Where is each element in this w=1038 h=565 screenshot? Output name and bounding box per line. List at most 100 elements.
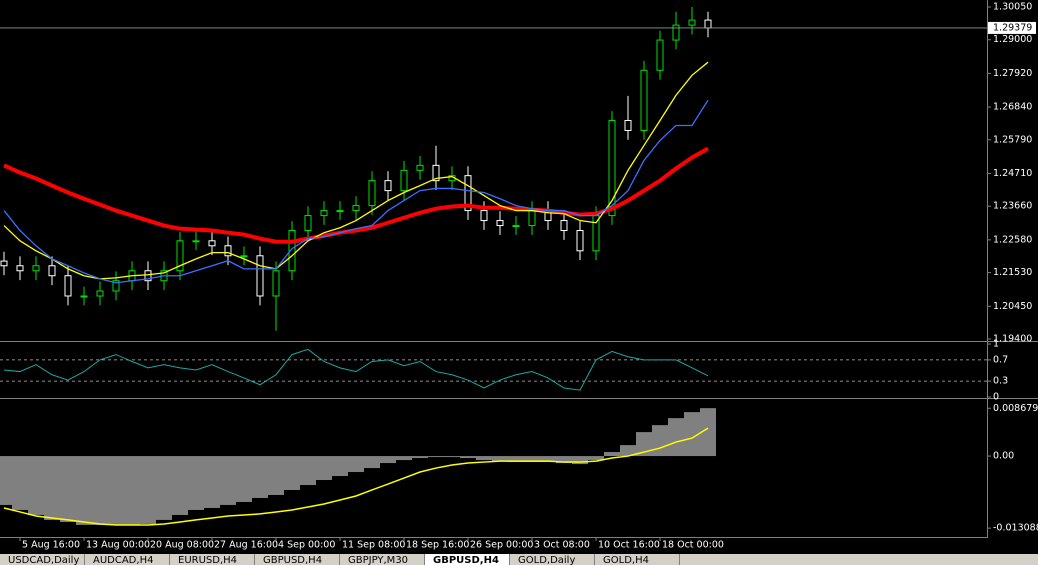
chart-tab[interactable]: AUDCAD,H4 [85, 554, 170, 565]
candle-body [432, 164, 440, 182]
candle-body [384, 180, 392, 192]
histogram-bar [204, 456, 220, 508]
histogram-bar [364, 456, 380, 469]
histogram-bar [476, 456, 492, 461]
candle-body [208, 240, 216, 247]
histogram-bar [572, 456, 588, 465]
candle-body [560, 220, 568, 232]
candle-body [528, 210, 536, 227]
histogram-bar [268, 456, 284, 495]
y-tick-label: 0.3 [993, 376, 1008, 387]
candle-body [624, 119, 632, 131]
candle-body [288, 230, 296, 272]
candle-body [192, 240, 200, 243]
candle-body [352, 205, 360, 212]
x-tick-label: 20 Aug 08:00 [150, 540, 214, 551]
chart-tab[interactable]: GBPUSD,H4 [255, 554, 340, 565]
candle-body [608, 119, 616, 217]
candle-body [32, 265, 40, 272]
candle-body [656, 39, 664, 71]
candle-body [688, 19, 696, 26]
candle-body [64, 275, 72, 297]
histogram-bar [540, 456, 556, 463]
candle-body [672, 24, 680, 41]
histogram-bar [620, 445, 636, 457]
y-tick-label: 0.008679 [993, 403, 1038, 414]
y-tick-label: 1.26840 [993, 102, 1032, 113]
chart-tab[interactable]: EURUSD,H4 [170, 554, 255, 565]
candle-body [16, 265, 24, 272]
y-tick-label: 1.21530 [993, 267, 1032, 278]
x-tick-label: 5 Aug 16:00 [22, 540, 80, 551]
candle-body [640, 69, 648, 131]
histogram-bar [140, 456, 156, 524]
histogram-bar [652, 425, 668, 457]
candle-body [144, 270, 152, 282]
candle-body [480, 210, 488, 222]
y-tick-label: 1.20450 [993, 301, 1032, 312]
y-tick-label: 1.24710 [993, 168, 1032, 179]
histogram-bar [348, 456, 364, 473]
histogram-bar [396, 456, 412, 461]
candle-body [96, 290, 104, 297]
y-tick-label: 1 [993, 339, 999, 350]
candle-body [704, 19, 712, 29]
candle-body [320, 210, 328, 217]
moving-average [3, 146, 709, 244]
candle-body [416, 164, 424, 171]
last-price-label: 1.29379 [993, 22, 1032, 33]
histogram-bar [332, 456, 348, 477]
candle-body [336, 210, 344, 213]
histogram-bar [588, 456, 604, 461]
histogram-bar [524, 456, 540, 463]
y-tick-label: 1.29000 [993, 34, 1032, 45]
chart-tab[interactable]: GBPUSD,H4 [425, 554, 510, 565]
histogram-bar [460, 456, 476, 459]
chart-tab[interactable]: GBPJPY,M30 [340, 554, 425, 565]
candle-body [176, 240, 184, 272]
last-price-box [988, 21, 1036, 34]
x-tick-label: 4 Sep 00:00 [278, 540, 335, 551]
histogram-bar [12, 456, 28, 510]
histogram-bar [380, 456, 396, 464]
histogram-bar [44, 456, 60, 520]
candle-body [224, 245, 232, 257]
x-tick-label: 13 Aug 00:00 [86, 540, 150, 551]
histogram-bar [604, 452, 620, 457]
histogram-bar [28, 456, 44, 515]
histogram-bar [124, 456, 140, 525]
candle-body [512, 225, 520, 228]
candle-body [304, 215, 312, 232]
candle-body [0, 260, 8, 267]
candle-body [80, 295, 88, 298]
candle-body [400, 169, 408, 192]
histogram-bar [0, 456, 12, 505]
y-tick-label: -0.013088 [993, 523, 1038, 534]
candle-body [272, 270, 280, 297]
histogram-bar [444, 456, 460, 458]
candle-body [240, 255, 248, 258]
chart-tab[interactable]: GOLD,Daily [510, 554, 595, 565]
chart-tab[interactable]: USDCAD,Daily [0, 554, 85, 565]
chart-tab[interactable]: GOLD,H4 [595, 554, 680, 565]
candle-body [48, 265, 56, 277]
histogram-bar [428, 456, 444, 458]
oscillator-line [3, 348, 709, 391]
histogram-bar [700, 408, 716, 457]
histogram-bar [492, 456, 508, 462]
y-tick-label: 0.7 [993, 354, 1008, 365]
histogram-bar [188, 456, 204, 510]
histogram-bar [220, 456, 236, 505]
candle-body [368, 180, 376, 207]
histogram-bar [636, 432, 652, 457]
histogram-bar [252, 456, 268, 498]
y-tick-label: 1.27920 [993, 68, 1032, 79]
histogram-bar [412, 456, 428, 459]
tab-bar: USDCAD,Daily AUDCAD,H4 EURUSD,H4 GBPUSD,H4 G… [0, 554, 1038, 565]
signal-line [3, 427, 709, 526]
histogram-bar [508, 456, 524, 463]
histogram-bar [300, 456, 316, 486]
candle-body [464, 175, 472, 212]
